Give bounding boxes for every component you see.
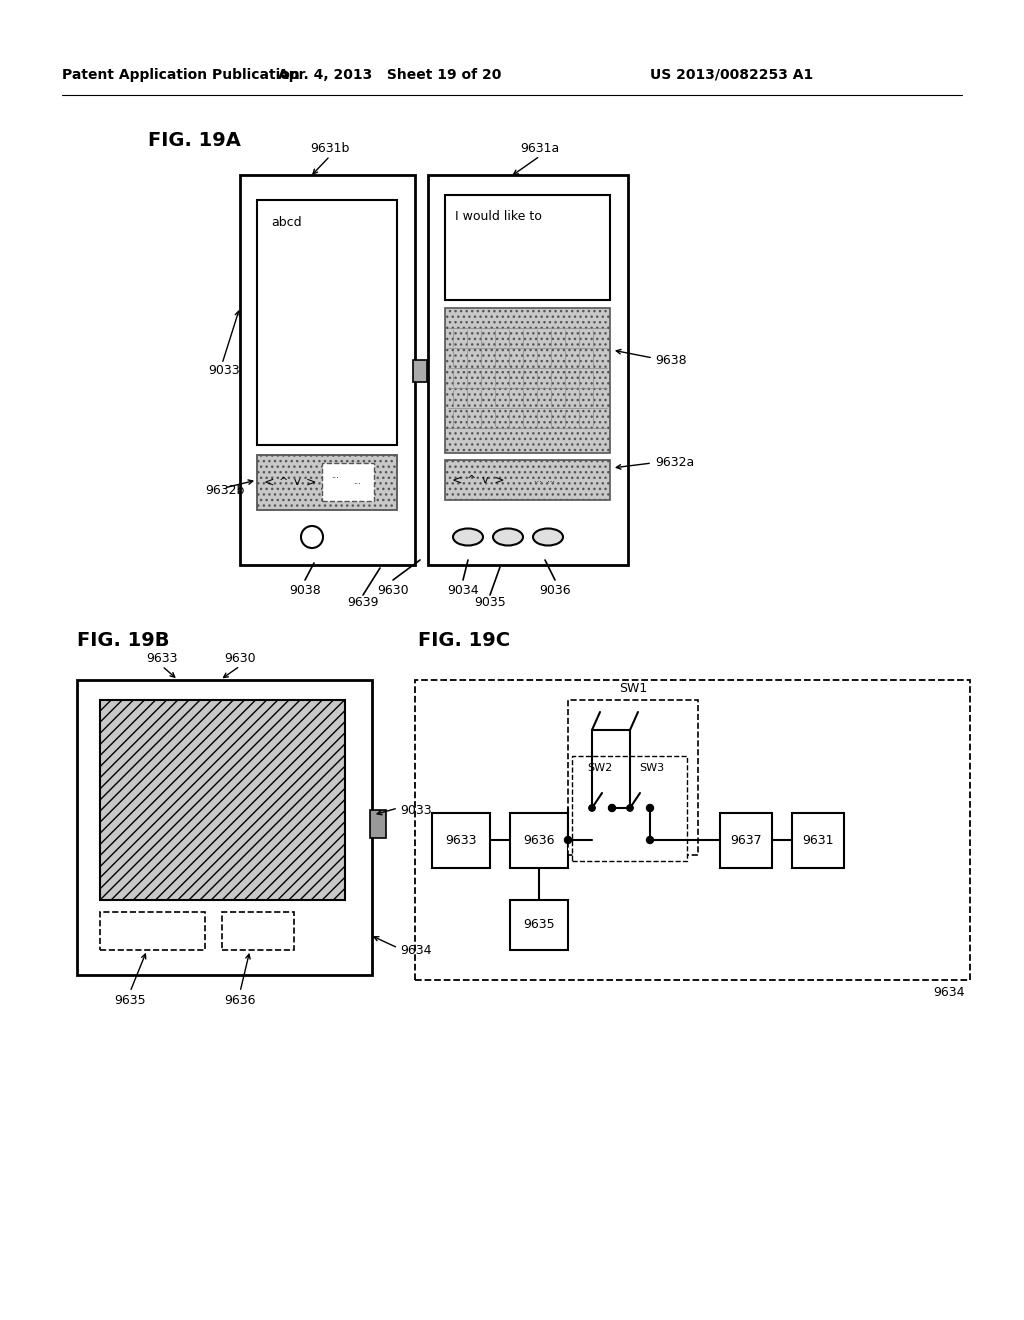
Bar xyxy=(240,176,415,565)
Bar xyxy=(432,813,490,869)
Circle shape xyxy=(609,805,615,810)
Text: 9636: 9636 xyxy=(224,994,256,1006)
Text: 9639: 9639 xyxy=(347,597,379,610)
Circle shape xyxy=(589,805,595,810)
Text: 9637: 9637 xyxy=(730,833,762,846)
Text: ...  ...: ... ... xyxy=(535,475,555,484)
Text: 9632b: 9632b xyxy=(205,483,245,496)
Text: 9632a: 9632a xyxy=(655,455,694,469)
Text: v: v xyxy=(481,475,488,484)
Bar xyxy=(720,813,772,869)
Circle shape xyxy=(627,805,633,810)
Text: 9634: 9634 xyxy=(400,944,431,957)
Text: 9038: 9038 xyxy=(289,583,321,597)
Ellipse shape xyxy=(493,528,523,545)
Bar xyxy=(257,455,397,510)
Bar xyxy=(792,813,844,869)
Bar xyxy=(428,176,628,565)
Bar xyxy=(370,810,386,838)
Text: 9631: 9631 xyxy=(802,833,834,846)
Text: SW1: SW1 xyxy=(618,681,647,694)
Text: I would like to: I would like to xyxy=(455,210,542,223)
Bar xyxy=(413,360,427,381)
Text: ^: ^ xyxy=(466,475,476,484)
Bar xyxy=(510,813,568,869)
Bar xyxy=(445,195,610,300)
Text: v: v xyxy=(294,477,300,487)
Circle shape xyxy=(646,837,653,843)
Text: 9635: 9635 xyxy=(523,919,555,932)
Text: ...: ... xyxy=(331,470,339,479)
Bar xyxy=(222,912,294,950)
Ellipse shape xyxy=(534,528,563,545)
Bar xyxy=(257,201,397,445)
Circle shape xyxy=(608,804,615,812)
Text: Patent Application Publication: Patent Application Publication xyxy=(62,69,300,82)
Bar xyxy=(445,308,610,453)
Text: 9638: 9638 xyxy=(655,354,687,367)
Text: SW2: SW2 xyxy=(588,763,612,774)
Text: 9631b: 9631b xyxy=(310,141,349,154)
Text: SW3: SW3 xyxy=(639,763,665,774)
Bar xyxy=(572,756,687,861)
Text: 9035: 9035 xyxy=(474,597,506,610)
Text: >: > xyxy=(494,474,504,487)
Text: 9630: 9630 xyxy=(377,583,409,597)
Text: <: < xyxy=(264,475,274,488)
Text: 9033: 9033 xyxy=(400,804,432,817)
Circle shape xyxy=(646,804,653,812)
Text: 9633: 9633 xyxy=(445,833,477,846)
Text: FIG. 19A: FIG. 19A xyxy=(148,131,241,149)
Text: FIG. 19C: FIG. 19C xyxy=(418,631,510,649)
Bar xyxy=(510,900,568,950)
Bar xyxy=(445,459,610,500)
Text: ^: ^ xyxy=(279,477,288,487)
Text: Apr. 4, 2013   Sheet 19 of 20: Apr. 4, 2013 Sheet 19 of 20 xyxy=(279,69,502,82)
Bar xyxy=(322,463,374,502)
Text: 9634: 9634 xyxy=(934,986,965,998)
Circle shape xyxy=(564,837,571,843)
Ellipse shape xyxy=(453,528,483,545)
Text: FIG. 19B: FIG. 19B xyxy=(77,631,170,649)
Circle shape xyxy=(589,805,595,810)
Text: <: < xyxy=(452,474,462,487)
Text: 9036: 9036 xyxy=(540,583,570,597)
Circle shape xyxy=(627,805,633,810)
Text: 9631a: 9631a xyxy=(520,141,560,154)
Text: ...: ... xyxy=(353,478,360,487)
Text: 9034: 9034 xyxy=(447,583,479,597)
Text: 9635: 9635 xyxy=(115,994,145,1006)
Bar xyxy=(100,700,345,900)
Bar xyxy=(100,912,205,950)
Text: abcd: abcd xyxy=(271,215,302,228)
Text: 9033: 9033 xyxy=(208,363,240,376)
Bar xyxy=(77,680,372,975)
Circle shape xyxy=(647,805,653,810)
Text: 9636: 9636 xyxy=(523,833,555,846)
Text: 9633: 9633 xyxy=(146,652,178,664)
Text: 9630: 9630 xyxy=(224,652,256,664)
Text: US 2013/0082253 A1: US 2013/0082253 A1 xyxy=(650,69,813,82)
Bar xyxy=(415,680,970,979)
Text: >: > xyxy=(306,475,316,488)
Bar xyxy=(568,700,698,855)
